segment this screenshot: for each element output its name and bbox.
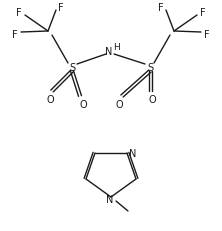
Text: O: O [115, 100, 123, 109]
Text: S: S [69, 63, 75, 73]
Text: F: F [58, 3, 64, 13]
Text: F: F [200, 8, 206, 18]
Text: F: F [158, 3, 164, 13]
Text: N: N [129, 148, 137, 158]
Text: S: S [147, 63, 153, 73]
Text: O: O [148, 94, 156, 105]
Text: F: F [204, 30, 210, 40]
Text: O: O [46, 94, 54, 105]
Text: F: F [12, 30, 18, 40]
Text: F: F [16, 8, 22, 18]
Text: O: O [79, 100, 87, 109]
Text: N: N [106, 194, 114, 204]
Text: N: N [105, 47, 113, 57]
Text: H: H [113, 43, 119, 52]
